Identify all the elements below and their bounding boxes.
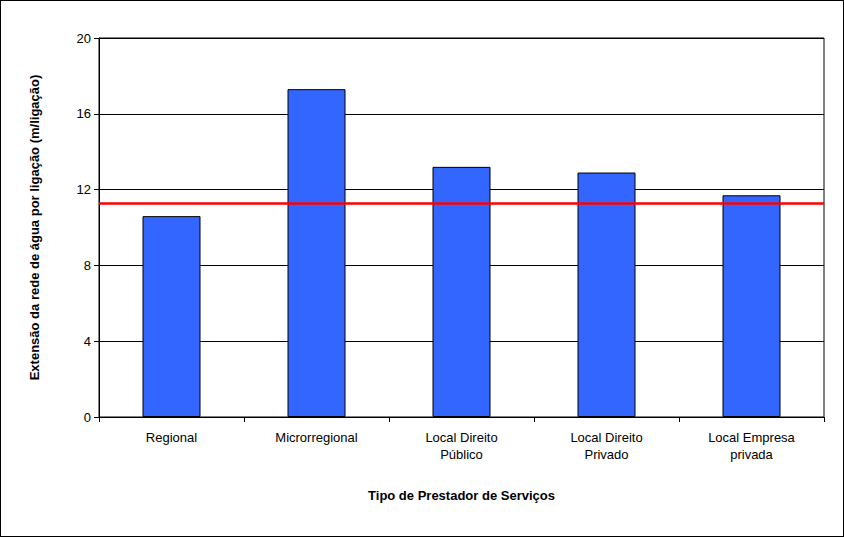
svg-text:Local Empresa: Local Empresa — [708, 430, 795, 445]
svg-text:Extensão da rede de água por l: Extensão da rede de água por ligação (m/… — [27, 75, 42, 381]
svg-text:16: 16 — [77, 106, 91, 121]
svg-text:Microrregional: Microrregional — [275, 430, 357, 445]
svg-text:4: 4 — [84, 334, 91, 349]
svg-text:Público: Público — [440, 447, 483, 462]
svg-text:Privado: Privado — [584, 447, 628, 462]
svg-text:Local Direito: Local Direito — [425, 430, 497, 445]
svg-text:12: 12 — [77, 182, 91, 197]
svg-text:20: 20 — [77, 31, 91, 46]
svg-text:Regional: Regional — [146, 430, 197, 445]
svg-text:Tipo de Prestador de Serviços: Tipo de Prestador de Serviços — [368, 488, 555, 503]
svg-text:8: 8 — [84, 258, 91, 273]
svg-text:privada: privada — [730, 447, 773, 462]
svg-text:Local Direito: Local Direito — [570, 430, 642, 445]
svg-text:0: 0 — [84, 410, 91, 425]
